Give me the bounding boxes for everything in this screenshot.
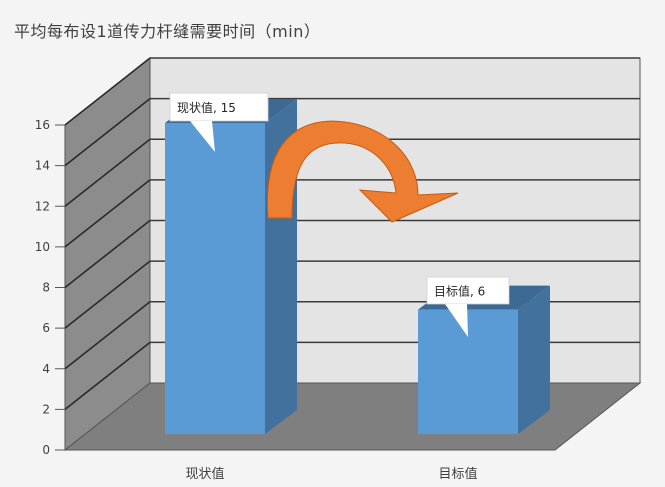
data-label: 现状值, 15 [177, 100, 236, 115]
gridline-side [64, 57, 151, 126]
chart-title: 平均每布设1道传力杆缝需要时间（min） [14, 22, 321, 41]
floor [63, 382, 642, 451]
gridline-side [64, 260, 151, 329]
y-tick-label: 6 [42, 321, 50, 335]
data-callout-box [169, 92, 269, 122]
bar-0 [165, 123, 265, 434]
gridline-side [64, 301, 151, 370]
y-tick-label: 16 [35, 118, 50, 132]
data-label: 目标值, 6 [434, 284, 485, 299]
gridline-side [64, 97, 151, 167]
bar-1 [418, 309, 518, 434]
y-tick-label: 8 [42, 281, 50, 295]
y-tick-label: 0 [42, 443, 50, 457]
y-tick-label: 2 [42, 402, 50, 416]
y-tick-label: 4 [42, 362, 50, 376]
gridline-side [64, 219, 151, 289]
data-callout-pointer [190, 121, 215, 152]
bar-side-1 [518, 285, 550, 434]
x-category-label: 现状值 [185, 466, 224, 482]
curved-arrow [266, 120, 459, 223]
y-tick-label: 14 [35, 159, 50, 173]
data-callout-box [426, 276, 510, 305]
gridline-side [64, 341, 151, 411]
gridline-side [64, 179, 151, 248]
x-category-label: 目标值 [438, 466, 477, 482]
data-callout-pointer [445, 304, 468, 337]
y-tick-label: 12 [35, 199, 50, 213]
gridline-side [64, 138, 151, 207]
y-tick-label: 10 [35, 240, 50, 254]
